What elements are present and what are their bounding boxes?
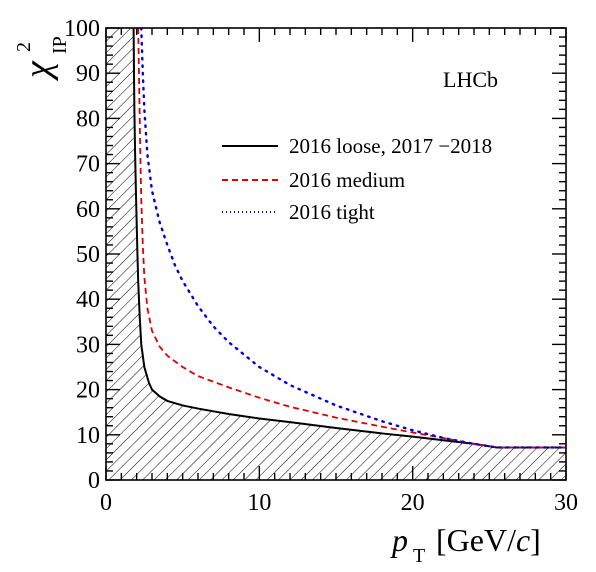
y-tick-label: 30 [76,332,100,358]
y-tick-label: 20 [76,378,100,404]
series-line-dashed [137,28,566,449]
legend-label-medium: 2016 medium [289,168,405,192]
y-axis-label-var: χ [17,60,59,82]
y-tick-label: 0 [88,468,100,494]
y-tick-label: 90 [76,61,100,87]
x-axis-label-unit-var: c [516,522,530,558]
experiment-label: LHCb [443,67,498,92]
x-tick-label: 20 [401,490,425,516]
legend: 2016 loose, 2017 −2018 2016 medium 2016 … [222,134,492,224]
y-tick-label: 60 [76,197,100,223]
x-axis-label: p T [GeV/c] [390,522,541,567]
series-line-dotted [140,28,566,449]
x-tick-label: 30 [554,490,578,516]
series-layer [132,28,566,449]
x-axis-label-unit: [GeV/c] [428,522,541,558]
y-axis-label: χ 2 IP [13,36,71,82]
y-tick-label: 80 [76,106,100,132]
y-tick-label: 50 [76,242,100,268]
x-axis-label-unit-open: [GeV/ [428,522,516,558]
excluded-region-hatch [106,28,566,480]
x-axis-label-var: p [390,522,408,558]
y-tick-label: 70 [76,152,100,178]
x-axis-label-unit-close: ] [530,522,541,558]
series-line-solid [132,28,566,449]
x-tick-label: 0 [100,490,112,516]
axis-ticks: 0 10 20 30 0 10 20 30 40 50 60 70 80 90 100 [64,16,578,516]
legend-label-loose: 2016 loose, 2017 −2018 [289,134,492,158]
y-axis-label-sup: 2 [13,42,35,52]
y-tick-label: 10 [76,423,100,449]
x-tick-label: 10 [247,490,271,516]
x-axis-label-sub: T [413,545,425,567]
legend-label-tight: 2016 tight [289,200,375,224]
y-tick-label: 100 [64,16,100,42]
y-tick-label: 40 [76,287,100,313]
y-axis-label-sub: IP [49,36,71,54]
